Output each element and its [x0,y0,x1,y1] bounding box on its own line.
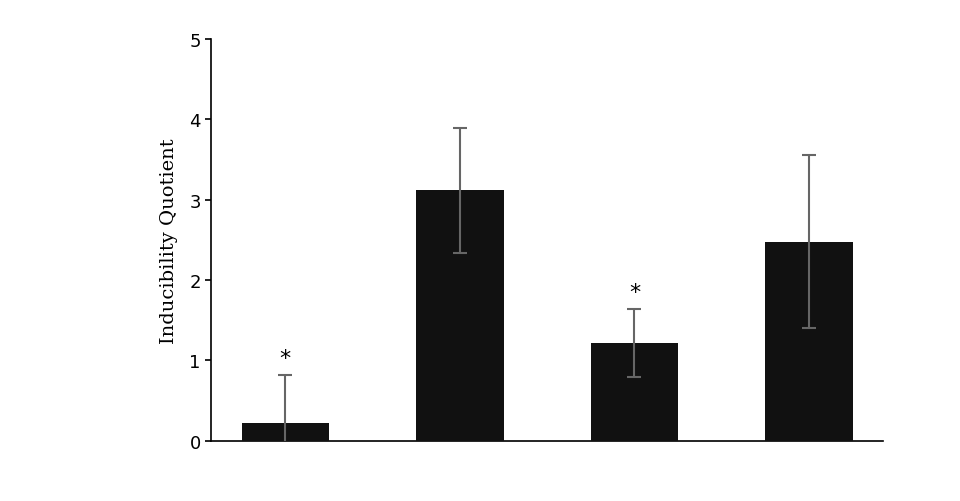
Bar [417,191,504,441]
Bar [765,242,852,441]
Bar [590,343,678,441]
Text: *: * [279,349,291,369]
Bar [242,423,329,441]
Text: *: * [629,282,640,302]
Y-axis label: Inducibility Quotient: Inducibility Quotient [160,138,179,343]
